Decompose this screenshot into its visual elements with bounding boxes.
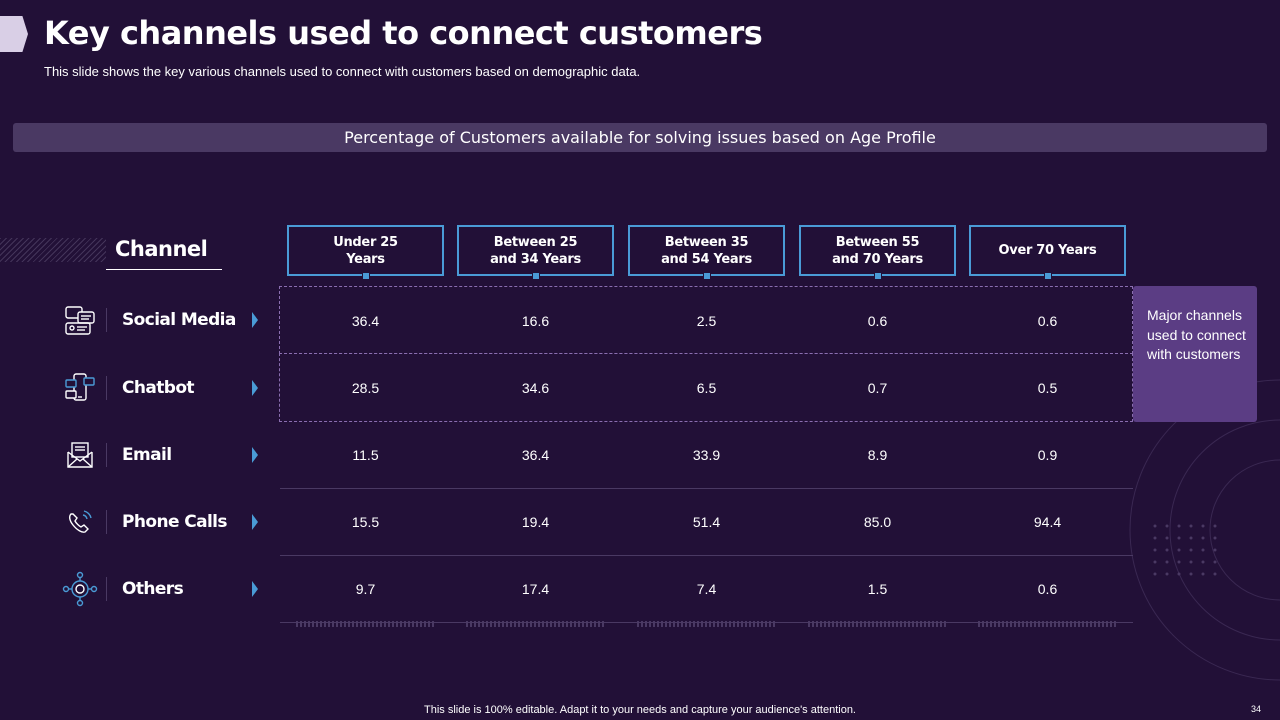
table-cell: 19.4 (521, 514, 550, 530)
row-label-text: Chatbot (122, 378, 195, 398)
page-subtitle: This slide shows the key various channel… (44, 64, 641, 79)
table-banner: Percentage of Customers available for so… (13, 123, 1267, 152)
table-cell: 6.5 (696, 380, 717, 396)
chevron-right-icon (252, 312, 258, 328)
table-cell: 17.4 (521, 581, 550, 597)
row-label-email: Email (60, 435, 260, 475)
table-cell: 16.6 (521, 313, 550, 329)
column-header: Under 25 Years (287, 225, 444, 280)
row-divider (280, 488, 1133, 489)
row-label-chatbot: Chatbot (60, 368, 260, 408)
others-icon (60, 569, 100, 609)
chevron-right-icon (252, 514, 258, 530)
table-cell: 36.4 (521, 447, 550, 463)
row-label-others: Others (60, 569, 260, 609)
decorative-circles (1129, 379, 1280, 681)
page-number: 34 (1251, 704, 1262, 714)
footer-note: This slide is 100% editable. Adapt it to… (424, 704, 856, 716)
row-divider (280, 555, 1133, 556)
table-cell: 0.5 (1037, 380, 1058, 396)
table-cell: 0.7 (867, 380, 888, 396)
table-cell: 34.6 (521, 380, 550, 396)
table-cell: 0.9 (1037, 447, 1058, 463)
row-label-text: Social Media (122, 310, 236, 330)
column-header: Between 25 and 34 Years (457, 225, 614, 280)
row-label-social-media: Social Media (60, 300, 260, 340)
email-icon (60, 435, 100, 475)
table-cell: 0.6 (1037, 581, 1058, 597)
column-footer-bar (637, 621, 777, 627)
page-title: Key channels used to connect customers (44, 14, 763, 52)
table-cell: 0.6 (1037, 313, 1058, 329)
column-footer-bar (808, 621, 948, 627)
table-cell: 9.7 (355, 581, 376, 597)
row-label-text: Others (122, 579, 184, 599)
table-cell: 33.9 (692, 447, 721, 463)
table-cell: 11.5 (352, 447, 379, 463)
table-cell: 15.5 (351, 514, 380, 530)
social-media-icon (60, 300, 100, 340)
table-cell: 7.4 (696, 581, 717, 597)
column-footer-bar (978, 621, 1118, 627)
row-label-phone-calls: Phone Calls (60, 502, 260, 542)
hatch-decoration (0, 238, 106, 262)
table-cell: 1.5 (867, 581, 888, 597)
table-cell: 2.5 (696, 313, 717, 329)
channel-header: Channel (106, 237, 222, 270)
column-header: Between 35 and 54 Years (628, 225, 785, 280)
phone-icon (60, 502, 100, 542)
table-cell: 51.4 (692, 514, 721, 530)
column-header: Over 70 Years (969, 225, 1126, 280)
table-cell: 28.5 (351, 380, 380, 396)
row-label-text: Phone Calls (122, 512, 228, 532)
column-footer-bar (296, 621, 436, 627)
table-cell: 8.9 (867, 447, 888, 463)
title-accent-tab (0, 16, 28, 52)
highlight-box (279, 353, 1133, 422)
table-cell: 0.6 (867, 313, 888, 329)
column-header: Between 55 and 70 Years (799, 225, 956, 280)
chatbot-icon (60, 368, 100, 408)
callout-box: Major channels used to connect with cust… (1133, 286, 1257, 422)
chevron-right-icon (252, 447, 258, 463)
table-cell: 94.4 (1033, 514, 1062, 530)
chevron-right-icon (252, 581, 258, 597)
row-label-text: Email (122, 445, 172, 465)
table-cell: 36.4 (351, 313, 380, 329)
chevron-right-icon (252, 380, 258, 396)
table-cell: 85.0 (863, 514, 892, 530)
column-footer-bar (466, 621, 606, 627)
